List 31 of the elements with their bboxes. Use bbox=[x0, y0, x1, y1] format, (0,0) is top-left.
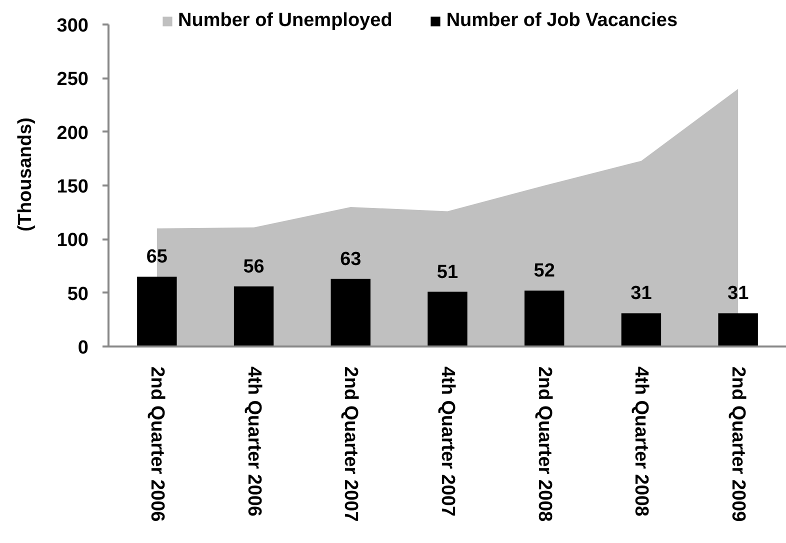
x-tick-label: 4th Quarter 2007 bbox=[437, 366, 458, 516]
legend-label: Number of Job Vacancies bbox=[446, 10, 678, 32]
y-tick-label: 100 bbox=[56, 230, 88, 252]
y-tick-label: 200 bbox=[56, 122, 88, 144]
legend-label: Number of Unemployed bbox=[178, 10, 392, 32]
x-tick-label: 2nd Quarter 2008 bbox=[534, 366, 555, 522]
x-tick-label: 2nd Quarter 2006 bbox=[146, 366, 168, 522]
data-label: 56 bbox=[243, 256, 264, 278]
x-tick-label: 2nd Quarter 2009 bbox=[728, 366, 749, 522]
x-tick-label: 4th Quarter 2006 bbox=[243, 366, 264, 516]
data-label: 65 bbox=[146, 246, 168, 268]
y-tick-label: 50 bbox=[67, 284, 89, 305]
y-tick-label: 250 bbox=[56, 69, 88, 90]
bar bbox=[234, 286, 274, 346]
y-tick-label: 150 bbox=[56, 176, 88, 198]
y-axis-title: (Thousands) bbox=[14, 117, 36, 232]
data-label: 31 bbox=[728, 283, 750, 304]
bar bbox=[330, 278, 370, 346]
bar bbox=[524, 290, 564, 346]
y-tick-label: 300 bbox=[56, 16, 88, 36]
bar bbox=[621, 313, 662, 346]
data-label: 63 bbox=[340, 248, 362, 270]
bar bbox=[137, 276, 177, 346]
bar bbox=[428, 292, 468, 346]
data-label: 31 bbox=[630, 283, 652, 304]
x-tick-label: 2nd Quarter 2007 bbox=[340, 366, 362, 522]
bar bbox=[718, 313, 758, 346]
data-label: 52 bbox=[534, 260, 555, 282]
x-tick-label: 4th Quarter 2008 bbox=[630, 366, 652, 516]
y-tick-label: 0 bbox=[78, 338, 89, 358]
data-label: 51 bbox=[436, 262, 458, 283]
